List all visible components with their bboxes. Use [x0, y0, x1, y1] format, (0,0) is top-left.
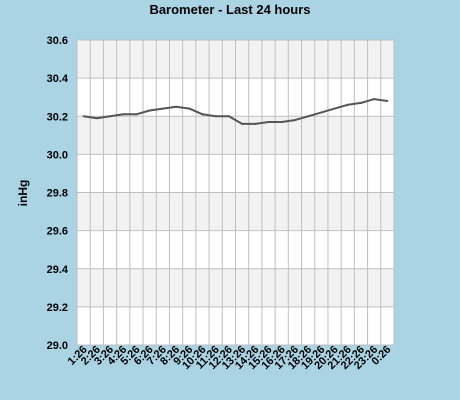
data-point: [241, 122, 244, 125]
data-point: [82, 115, 85, 118]
data-point: [359, 101, 362, 104]
data-point: [161, 107, 164, 110]
data-point: [148, 109, 151, 112]
x-tick-labels: 1:262:263:264:265:266:267:268:269:2610:2…: [66, 344, 394, 372]
y-tick-label: 29.0: [47, 340, 68, 352]
data-point: [214, 115, 217, 118]
data-point: [280, 120, 283, 123]
data-point: [293, 119, 296, 122]
y-tick-label: 30.0: [47, 149, 68, 161]
data-point: [254, 122, 257, 125]
data-point: [109, 115, 112, 118]
data-point: [386, 100, 389, 102]
plot-border: [76, 39, 395, 346]
data-point: [188, 107, 191, 110]
data-point: [122, 113, 125, 116]
series-line: [83, 98, 388, 125]
chart-title: Barometer - Last 24 hours: [149, 2, 311, 17]
data-point: [95, 117, 98, 120]
y-tick-label: 30.6: [47, 35, 68, 47]
series-layer: [82, 98, 389, 125]
y-tick-label: 30.2: [47, 111, 68, 123]
data-point: [135, 113, 138, 116]
y-tick-label: 30.4: [47, 73, 69, 85]
y-tick-label: 29.6: [47, 226, 68, 238]
data-point: [346, 103, 349, 106]
data-point: [201, 113, 204, 116]
data-point: [175, 105, 178, 108]
data-point: [267, 120, 270, 123]
y-tick-labels: 29.0 29.2 29.4 29.6 29.8 30.0 30.2 30.4 30.6: [47, 35, 69, 352]
data-point: [320, 111, 323, 114]
y-tick-label: 29.8: [47, 188, 68, 200]
data-point: [373, 98, 376, 101]
y-tick-label: 29.4: [47, 264, 69, 276]
data-point: [307, 115, 310, 118]
grid-lines: [76, 39, 395, 346]
y-tick-label: 29.2: [47, 302, 68, 314]
data-point: [227, 115, 230, 118]
data-point: [333, 107, 336, 110]
